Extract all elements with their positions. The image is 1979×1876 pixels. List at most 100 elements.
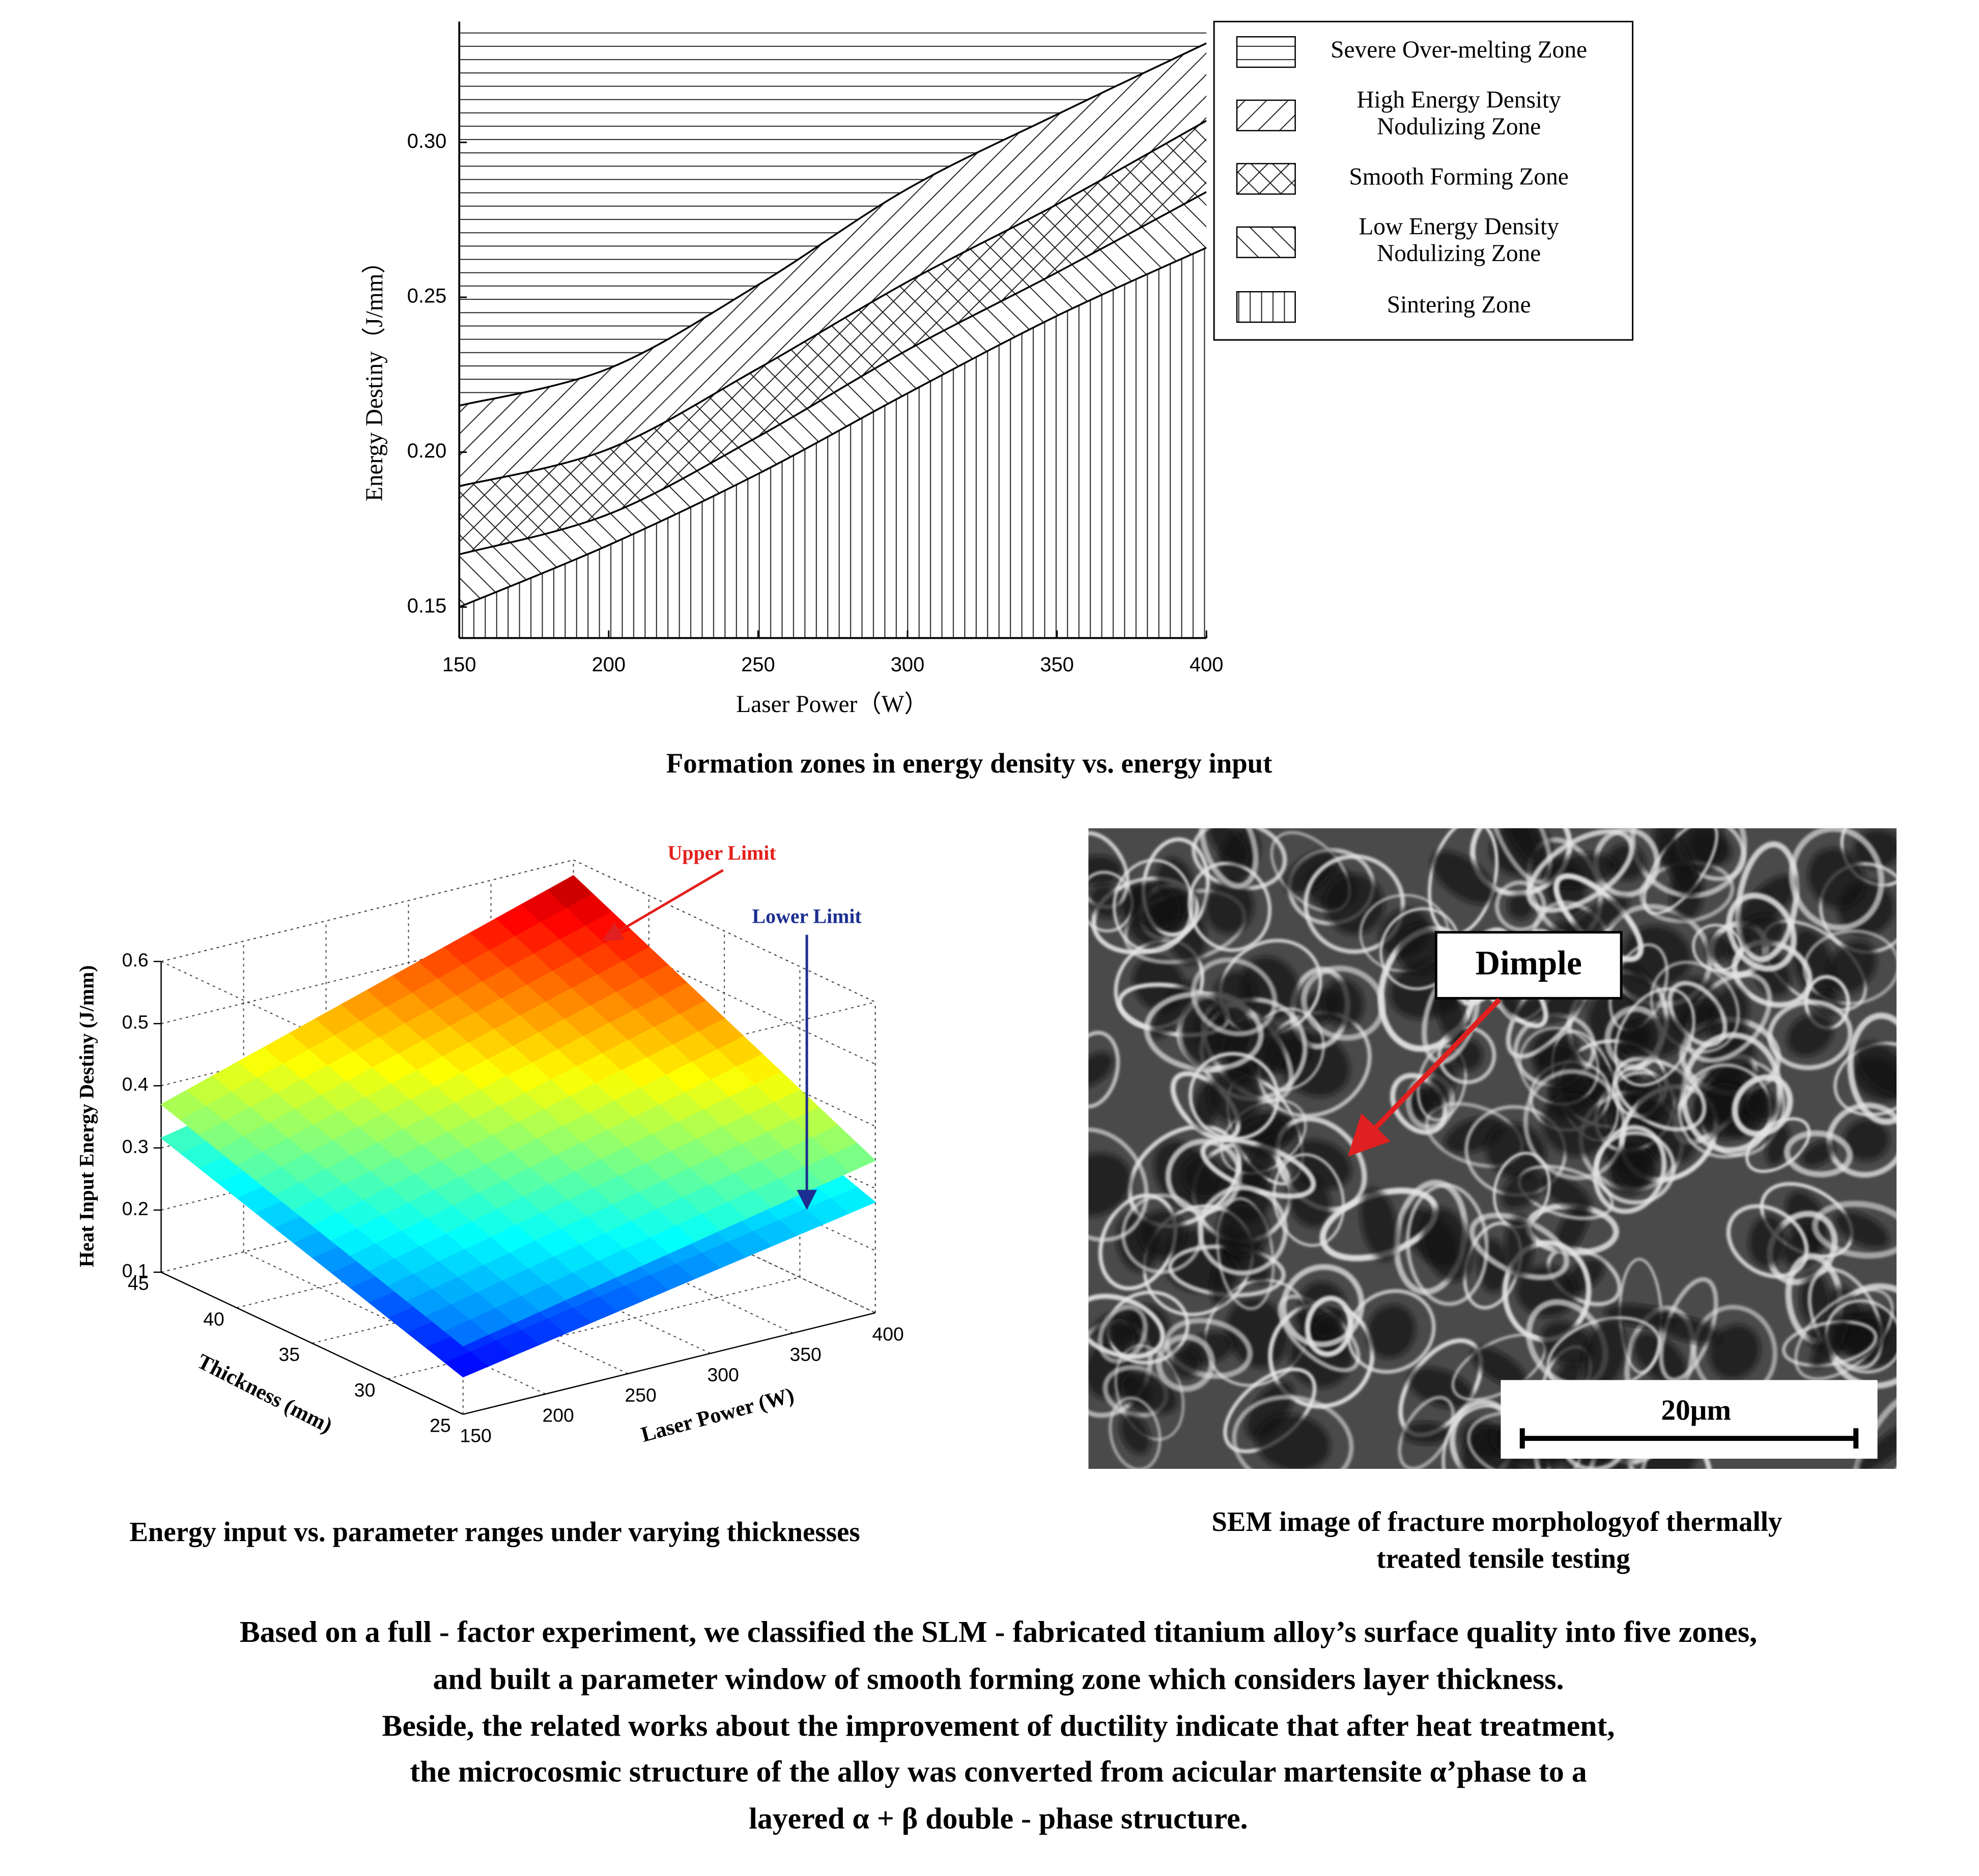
legend-label: High Energy Density — [1356, 87, 1561, 113]
scale-bar-box — [1501, 1380, 1878, 1459]
sem-ridge — [1692, 924, 1743, 972]
box-edge — [161, 859, 574, 962]
sem-pit — [1677, 1001, 1718, 1027]
legend-label: Low Energy Density — [1359, 214, 1559, 240]
legend-label: Sintering Zone — [1387, 292, 1531, 318]
sem-pit — [1856, 1041, 1897, 1096]
z-tick-label: 0.1 — [122, 1260, 149, 1282]
x-tick-label: 300 — [891, 653, 925, 676]
y-tick-label: 0.25 — [407, 285, 447, 307]
sem-ridge — [1405, 1183, 1489, 1306]
zone-fill — [459, 121, 1207, 555]
sem-pit — [1125, 882, 1181, 930]
sem-ridge — [1121, 1193, 1204, 1274]
sem-ridge — [1680, 1032, 1783, 1153]
zone-boundary — [459, 247, 1207, 608]
sem-pit — [1324, 873, 1384, 934]
z-axis-label: Heat Input Energy Destiny (J/mm) — [75, 965, 98, 1267]
annotation: Lower Limit — [752, 905, 862, 928]
label-arrow — [1347, 998, 1502, 1157]
sem-pit — [1397, 923, 1443, 975]
sem-ridge — [1097, 1304, 1148, 1364]
sem-pit — [1436, 985, 1466, 1044]
sem-ridge — [1523, 1069, 1627, 1181]
sem-ridge — [1088, 1031, 1120, 1108]
surface — [160, 875, 877, 1347]
x-tick-label: 400 — [872, 1323, 903, 1345]
grid-line — [161, 1108, 574, 1211]
legend-label: Nodulizing Zone — [1377, 113, 1541, 140]
sem-ridge — [1784, 1130, 1853, 1178]
sem-ridge — [1303, 854, 1405, 954]
sem-ridge — [1630, 828, 1747, 899]
scale-bar-label: 20μm — [1661, 1394, 1731, 1426]
sem-ridge — [1802, 929, 1897, 1006]
z-tick-label: 0.6 — [122, 949, 149, 971]
sem-pit — [1807, 848, 1865, 908]
x-tick-label: 250 — [741, 653, 775, 676]
zone-boundary — [459, 42, 1207, 407]
y-tick-label: 0.20 — [407, 440, 447, 462]
y-tick-label: 40 — [203, 1308, 224, 1329]
z-tick-label: 0.5 — [122, 1011, 149, 1033]
sem-pit — [1485, 1123, 1546, 1179]
sem-pit — [1539, 1173, 1592, 1212]
sem-ridge — [1726, 1204, 1809, 1278]
sem-ridge — [1767, 999, 1853, 1070]
y-tick-label: 0.30 — [407, 130, 447, 152]
legend-label: Nodulizing Zone — [1377, 240, 1541, 267]
sem-pit — [1421, 1207, 1473, 1282]
grid-line — [236, 1206, 649, 1309]
sem-pit — [1709, 1324, 1760, 1379]
x-tick-label: 200 — [592, 653, 626, 676]
sem-ridge — [1678, 1063, 1772, 1159]
sem-pit — [1612, 1146, 1658, 1189]
z-tick-label: 0.2 — [122, 1198, 149, 1219]
sem-pit — [1738, 914, 1785, 951]
sem-pit — [1110, 1318, 1135, 1350]
label-box — [1434, 931, 1623, 1000]
sem-pit — [1208, 828, 1249, 866]
sem-ridge — [1437, 1026, 1496, 1085]
sem-pit — [1088, 1153, 1131, 1216]
sem-pit — [1500, 828, 1540, 863]
sem-pit — [1834, 1211, 1889, 1248]
grid-line — [161, 921, 574, 1025]
sem-pit — [1541, 1321, 1594, 1367]
axis-line — [463, 1312, 875, 1415]
figure-caption: treated tensile testing — [1376, 1543, 1630, 1574]
sem-pit — [1322, 979, 1364, 1028]
sem-image: Dimple 20μm — [1088, 828, 1897, 1469]
sem-ridge — [1232, 1395, 1354, 1469]
sem-pit — [1408, 1367, 1474, 1408]
annotation-arrow — [602, 869, 724, 942]
x-tick-label: 400 — [1190, 653, 1224, 676]
zone-boundary — [459, 120, 1207, 488]
sem-pit — [1505, 1214, 1534, 1278]
y-tick-label: 25 — [430, 1415, 451, 1436]
sem-ridge — [1812, 1201, 1897, 1259]
sem-pit — [1212, 971, 1256, 1023]
sem-pit — [1088, 855, 1122, 885]
sem-pit — [1360, 1187, 1398, 1262]
y-tick-label: 35 — [279, 1344, 300, 1365]
sem-pit — [1568, 897, 1629, 939]
z-tick-label: 0.4 — [122, 1073, 149, 1095]
sem-ridge — [1346, 1289, 1436, 1374]
sem-pit — [1255, 1414, 1331, 1469]
x-tick-label: 150 — [442, 653, 476, 676]
sem-pit — [1120, 1413, 1150, 1455]
sem-pit — [1663, 835, 1698, 899]
sem-pit — [1287, 1173, 1331, 1228]
sem-ridge — [1417, 1044, 1467, 1122]
sem-pit — [1635, 1069, 1685, 1119]
summary-line: the microcosmic structure of the alloy w… — [410, 1754, 1587, 1788]
sem-ridge — [1469, 1212, 1570, 1281]
x-axis-label: Laser Power (W) — [638, 1383, 797, 1446]
sem-pit — [1801, 1141, 1836, 1167]
sem-ridge — [1847, 1012, 1897, 1125]
x-tick-label: 150 — [460, 1425, 491, 1446]
x-tick-label: 350 — [1040, 653, 1074, 676]
sem-ridge — [1487, 828, 1552, 885]
